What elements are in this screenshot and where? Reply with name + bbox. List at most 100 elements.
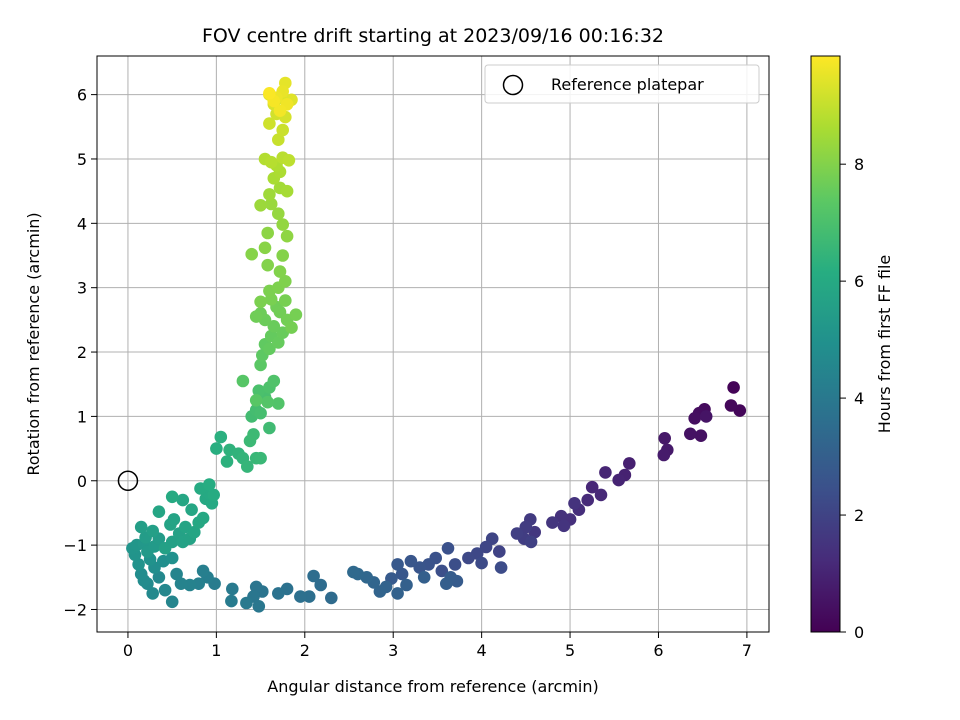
x-tick-label: 6: [653, 641, 663, 660]
scatter-point: [280, 184, 294, 198]
scatter-point: [247, 428, 260, 441]
colorbar-frame: [810, 55, 841, 633]
x-tick-label: 2: [300, 641, 310, 660]
y-tick-label: 6: [77, 86, 87, 105]
scatter-point: [435, 564, 449, 578]
scatter-point: [276, 123, 290, 137]
scatter-point: [307, 569, 320, 583]
colorbar-gradient: [811, 56, 840, 632]
grid: [97, 56, 769, 632]
scatter-point: [314, 578, 328, 592]
scatter-point: [285, 321, 298, 334]
scatter-point: [684, 427, 697, 441]
scatter-point: [165, 595, 179, 609]
scatter-point: [167, 513, 181, 526]
colorbar-tick-label: 0: [854, 623, 864, 642]
scatter-point: [347, 565, 360, 579]
scatter-point: [510, 527, 524, 540]
scatter-point: [249, 310, 263, 323]
scatter-point: [657, 448, 671, 462]
scatter-point: [249, 394, 263, 407]
scatter-point: [272, 397, 285, 410]
scatter-point: [254, 358, 267, 372]
y-tick-label: −1: [63, 536, 87, 555]
y-axis-label: Rotation from reference (arcmin): [24, 212, 43, 475]
y-tick-label: 3: [77, 279, 87, 298]
colorbar-ticks: 0 2 4 6 8: [840, 155, 864, 642]
scatter-point: [241, 460, 254, 473]
scatter-point: [203, 478, 216, 491]
scatter-point: [249, 580, 263, 594]
scatter-point: [263, 117, 276, 130]
scatter-point: [585, 480, 599, 494]
scatter-point: [440, 577, 453, 590]
scatter-point: [132, 558, 145, 571]
x-tick-label: 5: [565, 641, 575, 660]
scatter-point: [612, 473, 625, 487]
scatter-point: [263, 87, 276, 100]
scatter-point: [462, 551, 475, 565]
x-tick-label: 1: [211, 641, 221, 660]
scatter-point: [152, 505, 166, 518]
scatter-point: [263, 342, 276, 356]
scatter-point: [272, 133, 285, 146]
scatter-point: [441, 542, 455, 555]
scatter-point: [568, 497, 581, 510]
scatter-point: [623, 457, 636, 470]
scatter-point: [146, 524, 159, 538]
scatter-point: [146, 587, 159, 600]
scatter-point: [152, 571, 166, 584]
scatter-point: [289, 308, 303, 322]
scatter-point: [185, 503, 198, 516]
scatter-point: [494, 561, 508, 574]
scatter-point: [134, 520, 148, 534]
scatter-point: [207, 488, 220, 502]
scatter-point: [272, 207, 285, 220]
scatter-point: [272, 587, 285, 600]
scatter-point: [373, 585, 387, 598]
x-axis-label: Angular distance from reference (arcmin): [267, 677, 598, 696]
scatter-point: [273, 104, 287, 117]
scatter-point: [279, 294, 292, 307]
scatter-point: [391, 558, 404, 571]
colorbar-tick-label: 2: [854, 506, 864, 525]
y-tick-label: 1: [77, 407, 87, 426]
scatter-point: [267, 320, 281, 333]
scatter-point: [240, 596, 253, 610]
y-tick-label: 5: [77, 150, 87, 169]
scatter-point: [196, 511, 210, 525]
scatter-point: [594, 488, 608, 502]
scatter-point: [282, 154, 296, 167]
scatter-point: [557, 519, 571, 533]
scatter-points: [126, 76, 747, 613]
y-tick-label: 2: [77, 343, 87, 362]
scatter-point: [174, 577, 188, 590]
scatter-point: [254, 295, 267, 309]
y-tick-label: −2: [63, 600, 87, 619]
reference-platepar-marker: [117, 470, 139, 492]
scatter-point: [294, 590, 307, 603]
scatter-point: [263, 421, 276, 435]
scatter-point: [236, 374, 250, 388]
scatter-point: [252, 384, 266, 398]
scatter-point: [448, 558, 462, 571]
scatter-point: [404, 554, 418, 568]
colorbar-tick-label: 4: [854, 389, 864, 408]
scatter-point: [599, 466, 612, 479]
legend-box: [484, 64, 760, 104]
scatter-point: [272, 336, 285, 349]
scatter-point: [395, 567, 409, 581]
colorbar-tick-label: 8: [854, 155, 864, 174]
scatter-point: [688, 412, 701, 425]
scatter-point: [264, 155, 278, 169]
scatter-point: [254, 406, 267, 420]
scatter-point: [220, 455, 234, 468]
x-tick-label: 3: [388, 641, 398, 660]
scatter-point: [554, 509, 568, 523]
colorbar-tick-label: 6: [854, 272, 864, 291]
scatter-point: [273, 265, 287, 278]
scatter-point: [196, 564, 210, 578]
scatter-point: [699, 410, 713, 423]
